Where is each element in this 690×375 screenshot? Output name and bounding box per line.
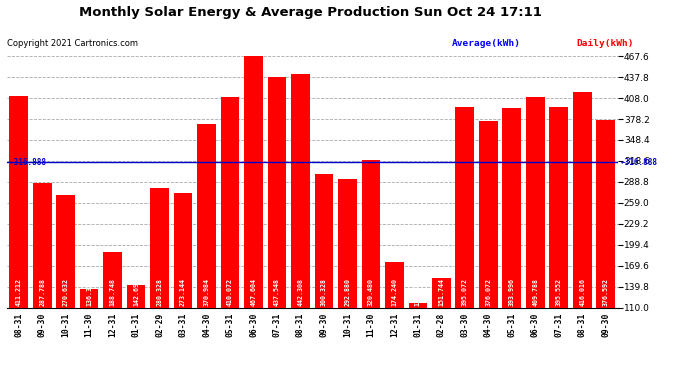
Text: 300.328: 300.328 bbox=[321, 279, 327, 306]
Text: 395.552: 395.552 bbox=[556, 279, 562, 306]
Text: 273.144: 273.144 bbox=[180, 279, 186, 306]
Bar bbox=[362, 160, 380, 308]
Bar bbox=[385, 262, 404, 308]
Text: ←316.888: ←316.888 bbox=[620, 158, 658, 166]
Bar bbox=[80, 289, 99, 308]
Text: 270.632: 270.632 bbox=[63, 279, 68, 306]
Bar bbox=[268, 77, 286, 308]
Text: 393.996: 393.996 bbox=[509, 279, 515, 306]
Bar bbox=[596, 120, 615, 308]
Text: 188.748: 188.748 bbox=[110, 279, 116, 306]
Text: 136.384: 136.384 bbox=[86, 279, 92, 306]
Bar bbox=[432, 278, 451, 308]
Bar bbox=[455, 107, 474, 308]
Bar bbox=[573, 93, 592, 308]
Bar bbox=[549, 107, 569, 307]
Bar bbox=[244, 56, 263, 308]
Bar bbox=[502, 108, 521, 308]
Text: 376.072: 376.072 bbox=[485, 279, 491, 306]
Text: Average(kWh): Average(kWh) bbox=[452, 39, 521, 48]
Text: 116.984: 116.984 bbox=[415, 279, 421, 306]
Text: ←316.888: ←316.888 bbox=[10, 158, 47, 166]
Bar bbox=[221, 97, 239, 308]
Text: Monthly Solar Energy & Average Production Sun Oct 24 17:11: Monthly Solar Energy & Average Productio… bbox=[79, 6, 542, 19]
Text: 409.788: 409.788 bbox=[533, 279, 538, 306]
Bar bbox=[408, 303, 427, 307]
Bar bbox=[174, 193, 193, 308]
Text: 395.072: 395.072 bbox=[462, 279, 468, 306]
Text: 467.604: 467.604 bbox=[250, 279, 257, 306]
Text: 292.880: 292.880 bbox=[344, 279, 351, 306]
Bar bbox=[127, 285, 146, 308]
Bar bbox=[150, 188, 169, 308]
Bar bbox=[104, 252, 122, 308]
Bar bbox=[338, 179, 357, 308]
Bar bbox=[526, 97, 544, 308]
Text: 437.548: 437.548 bbox=[274, 279, 280, 306]
Text: 174.240: 174.240 bbox=[391, 279, 397, 306]
Text: 320.480: 320.480 bbox=[368, 279, 374, 306]
Bar bbox=[9, 96, 28, 308]
Bar bbox=[32, 183, 52, 308]
Text: Copyright 2021 Cartronics.com: Copyright 2021 Cartronics.com bbox=[7, 39, 138, 48]
Bar bbox=[315, 174, 333, 308]
Text: 416.016: 416.016 bbox=[580, 279, 585, 306]
Text: Daily(kWh): Daily(kWh) bbox=[576, 39, 633, 48]
Text: 142.692: 142.692 bbox=[133, 279, 139, 306]
Text: 442.308: 442.308 bbox=[297, 279, 304, 306]
Bar bbox=[479, 120, 497, 308]
Text: 370.984: 370.984 bbox=[204, 279, 210, 306]
Bar bbox=[291, 74, 310, 308]
Text: 411.212: 411.212 bbox=[16, 279, 21, 306]
Text: 151.744: 151.744 bbox=[438, 279, 444, 306]
Bar bbox=[56, 195, 75, 308]
Text: 410.072: 410.072 bbox=[227, 279, 233, 306]
Bar bbox=[197, 124, 216, 308]
Text: 280.328: 280.328 bbox=[157, 279, 163, 306]
Text: 376.592: 376.592 bbox=[603, 279, 609, 306]
Text: 287.788: 287.788 bbox=[39, 279, 45, 306]
